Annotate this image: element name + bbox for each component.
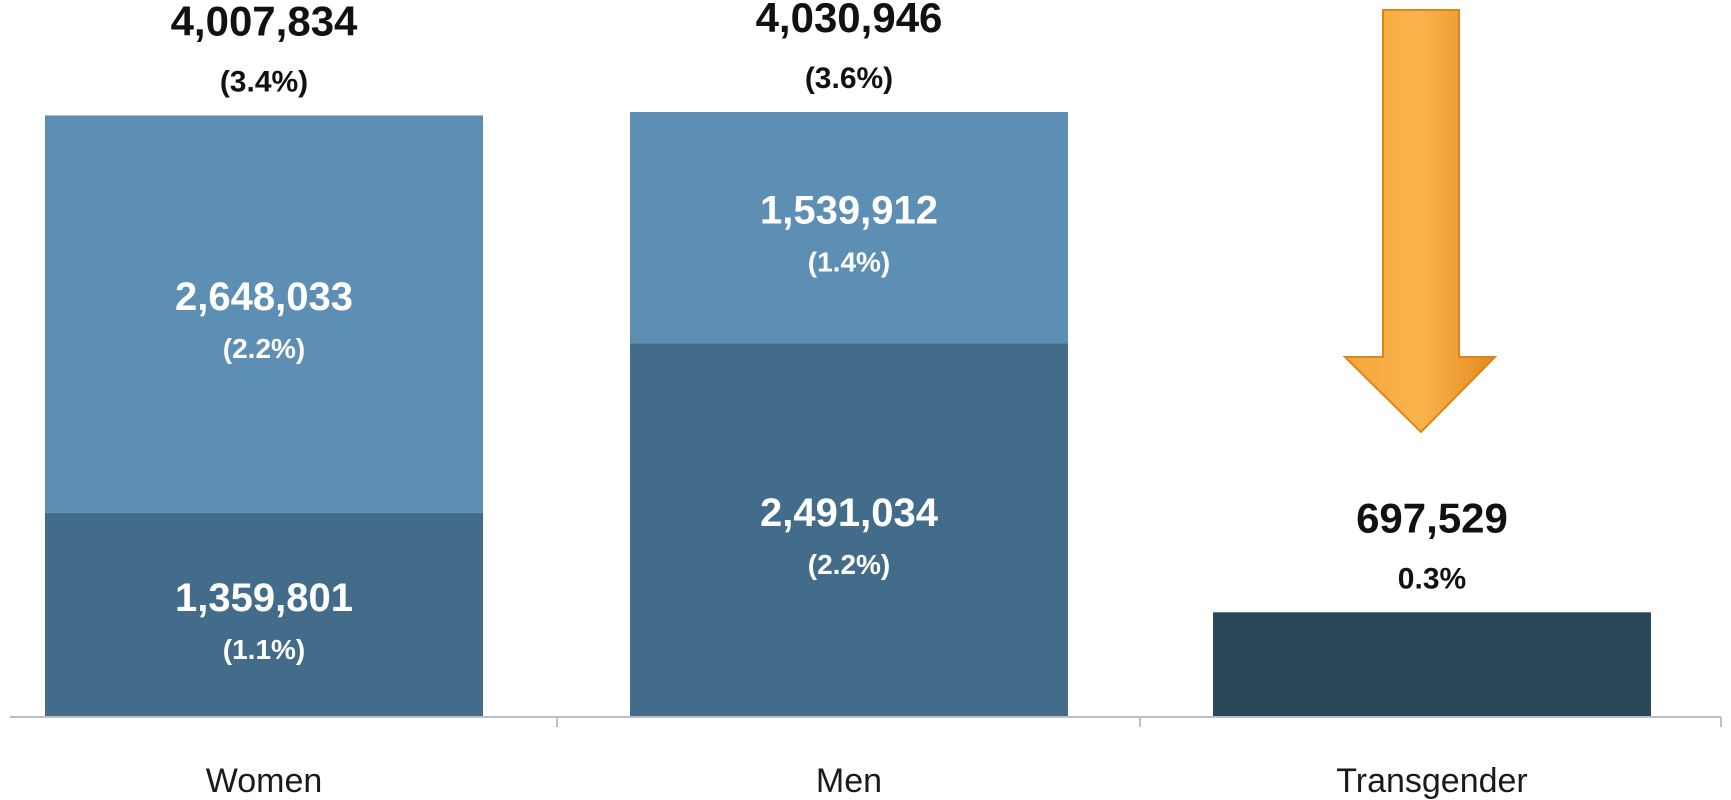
bar-segment-men-0 (630, 343, 1068, 717)
bar-segment-transgender-0 (1213, 612, 1651, 717)
segment-percent-label: (2.2%) (808, 549, 890, 580)
total-percent-label: 0.3% (1398, 562, 1466, 595)
down-arrow-icon (1342, 9, 1498, 434)
segment-value-label: 2,648,033 (175, 275, 353, 319)
segment-value-label: 2,491,034 (760, 491, 939, 535)
bars-layer (45, 112, 1651, 717)
segment-value-label: 1,539,912 (760, 189, 938, 233)
bar-segment-men-1 (630, 112, 1068, 344)
category-label-men: Men (816, 762, 882, 800)
total-value-label: 4,030,946 (756, 0, 943, 41)
segment-percent-label: (2.2%) (223, 333, 305, 364)
bar-segment-women-0 (45, 512, 483, 717)
category-label-transgender: Transgender (1336, 762, 1528, 800)
total-value-label: 697,529 (1356, 494, 1508, 541)
down-arrow-annotation (1342, 9, 1498, 434)
segment-percent-label: (1.1%) (223, 634, 305, 665)
labels-layer: 1,359,801 (1.1%) 2,648,033 (2.2%) 4,007,834 (… (171, 0, 1528, 800)
bar-segment-women-1 (45, 115, 483, 513)
total-value-label: 4,007,834 (171, 0, 358, 44)
segment-percent-label: (1.4%) (808, 247, 890, 278)
category-label-women: Women (206, 762, 323, 800)
segment-value-label: 1,359,801 (175, 576, 353, 620)
total-percent-label: (3.6%) (805, 62, 893, 95)
total-percent-label: (3.4%) (220, 65, 308, 98)
